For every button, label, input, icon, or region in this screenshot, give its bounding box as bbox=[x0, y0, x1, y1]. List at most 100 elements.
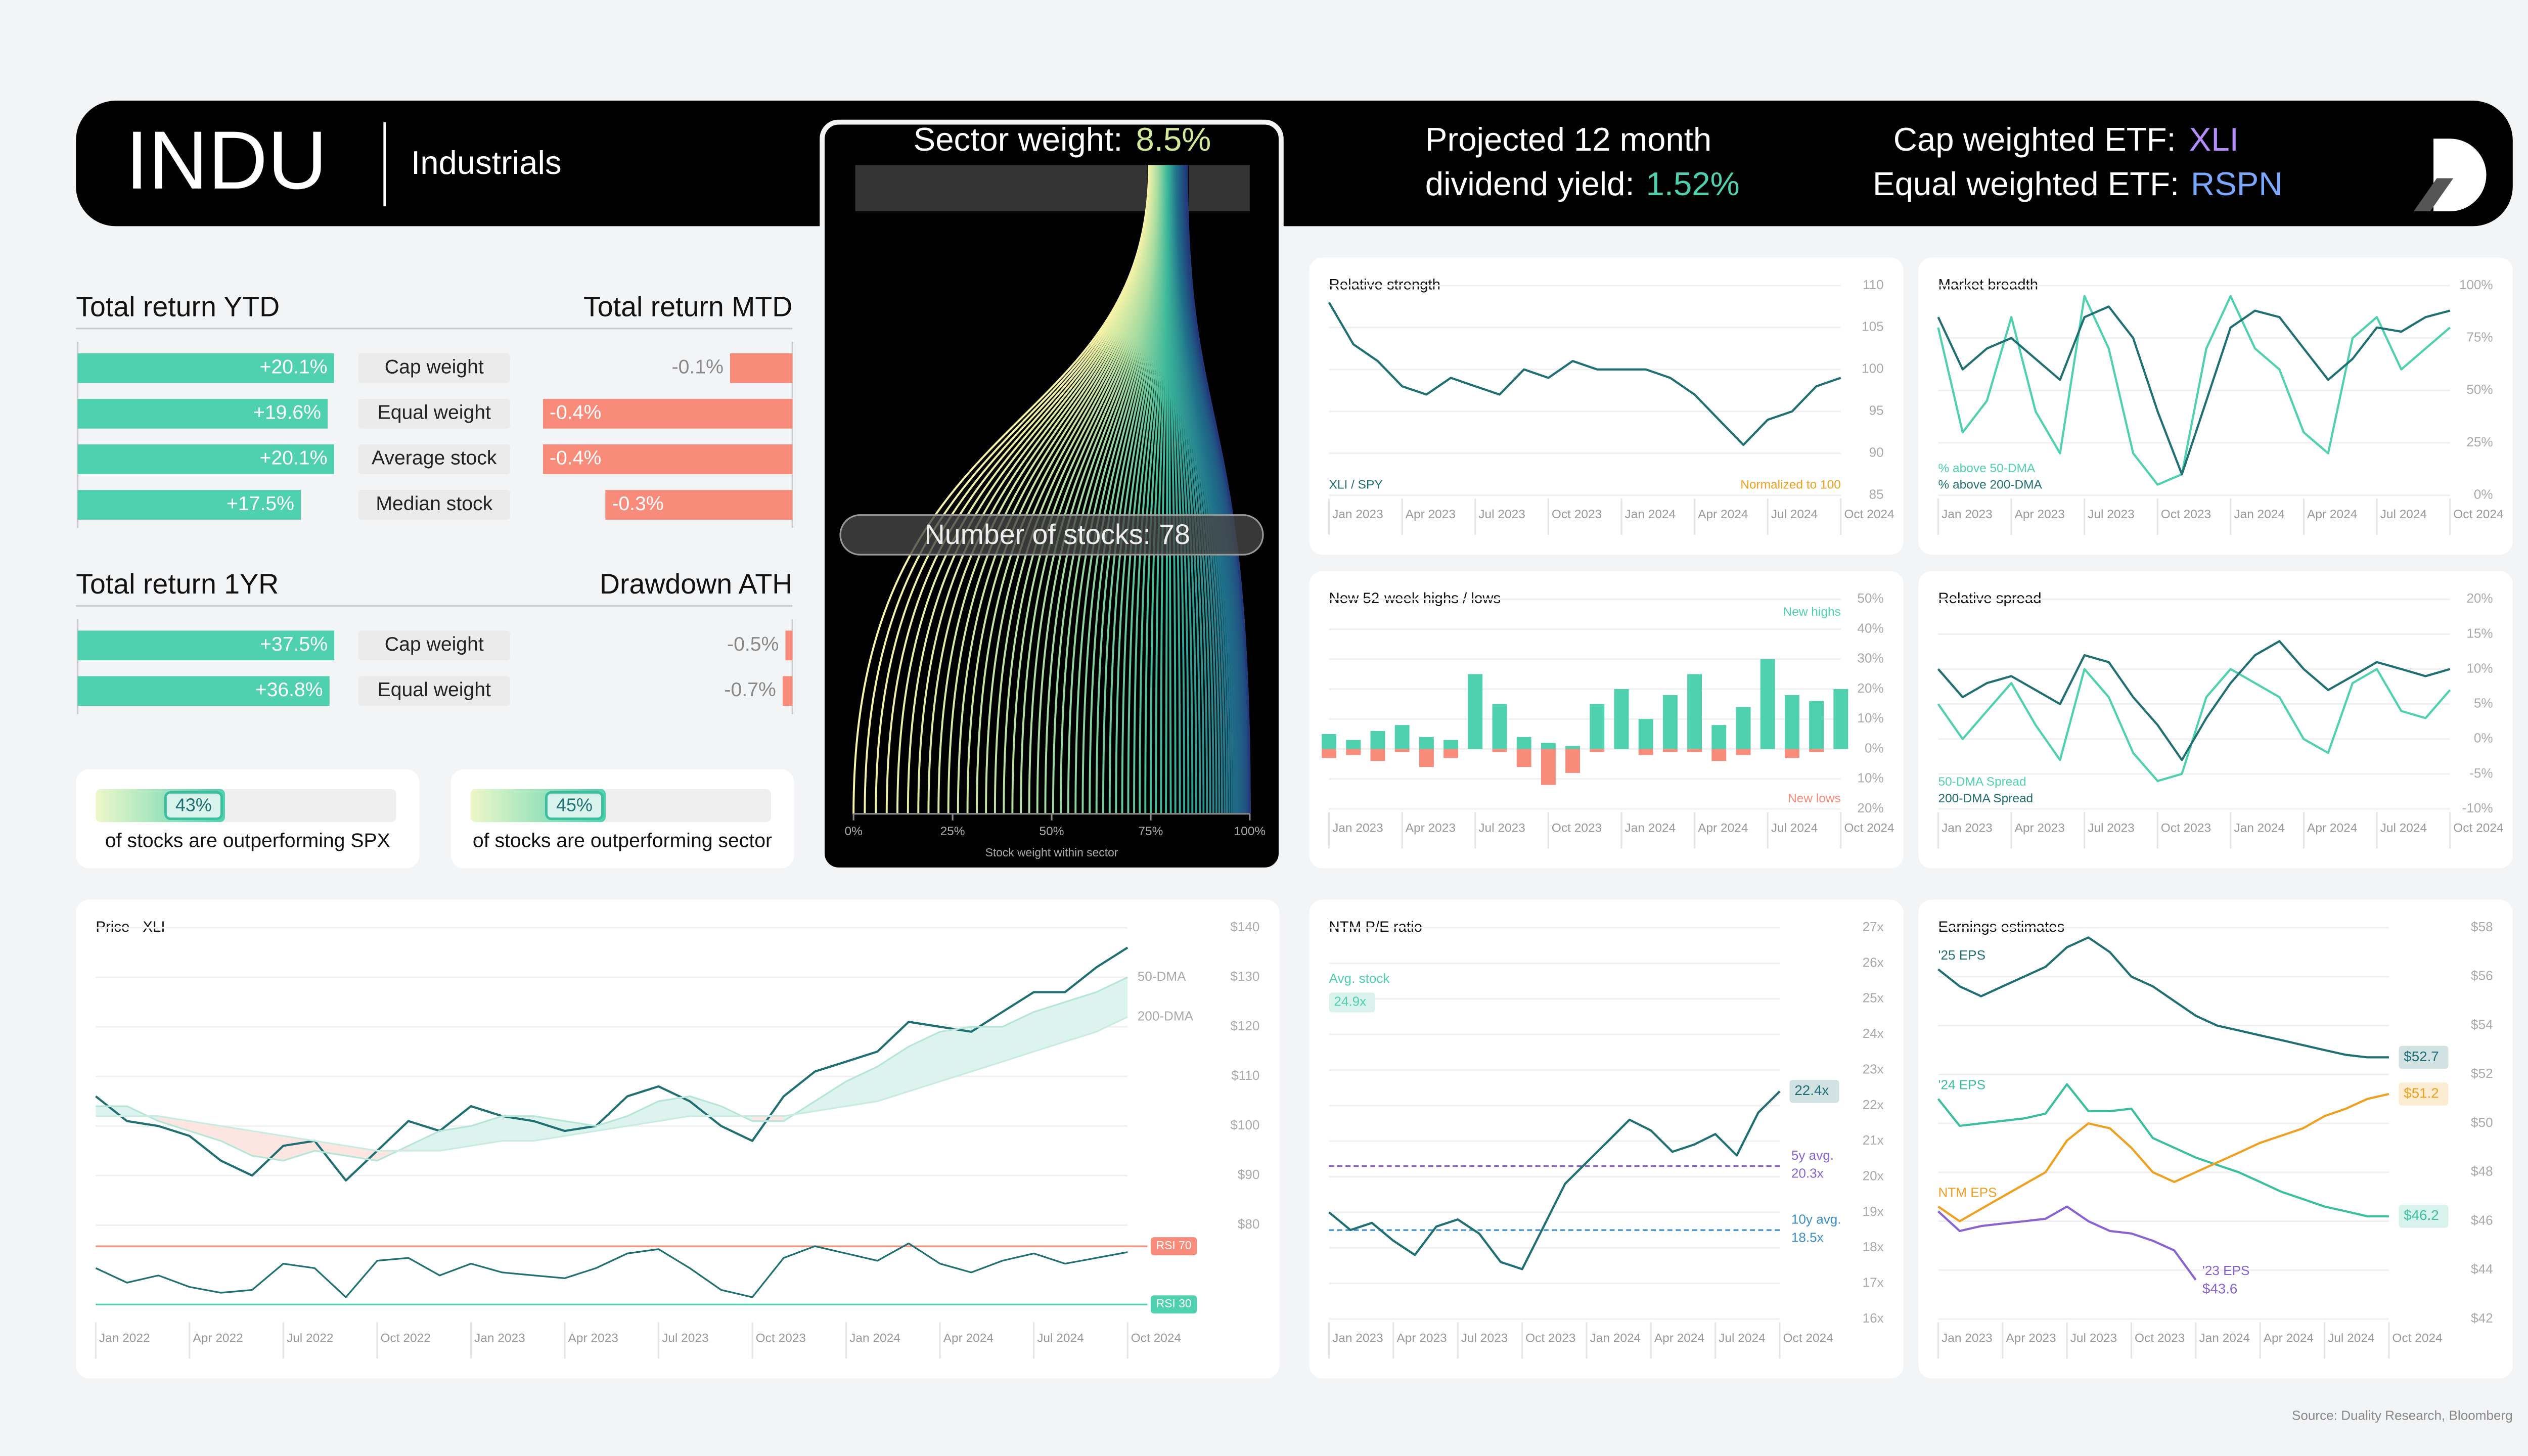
series-line bbox=[1328, 302, 1841, 446]
bar-label: +20.1% bbox=[260, 356, 328, 378]
stock-curve bbox=[875, 165, 1151, 814]
bar-label: -0.7% bbox=[725, 679, 776, 701]
y-tick-label: 40% bbox=[1857, 620, 1883, 635]
band-fill bbox=[1065, 992, 1097, 1042]
chart-title: Price - XLI bbox=[96, 919, 165, 935]
dividend-line: Projected 12 month bbox=[1425, 121, 1711, 158]
x-tick-label: Oct 2024 bbox=[2453, 822, 2503, 835]
bar bbox=[1346, 749, 1361, 755]
y-tick-label: $90 bbox=[1238, 1167, 1260, 1182]
x-tick-label: Jan 2024 bbox=[2199, 1332, 2250, 1345]
y-tick-label: 110 bbox=[1863, 277, 1884, 292]
bar bbox=[1711, 749, 1727, 761]
x-tick-label: Apr 2023 bbox=[1396, 1332, 1447, 1345]
end-label: 22.4x bbox=[1794, 1082, 1829, 1098]
x-tick-label: Jan 2022 bbox=[99, 1332, 150, 1345]
return-bar bbox=[543, 444, 793, 474]
y-tick-label: 100% bbox=[2459, 277, 2493, 292]
x-tick-label: Apr 2024 bbox=[1698, 822, 1748, 835]
bar bbox=[1590, 749, 1605, 752]
band-fill bbox=[471, 1116, 503, 1146]
bar bbox=[1687, 749, 1702, 752]
bar bbox=[1370, 749, 1385, 761]
band-fill bbox=[690, 1096, 721, 1116]
bar bbox=[1565, 746, 1581, 749]
end-tag bbox=[2399, 1204, 2449, 1228]
y-tick-label: 75% bbox=[2466, 329, 2493, 344]
x-tick-label: Jan 2024 bbox=[1625, 822, 1676, 835]
y-tick-label: 19x bbox=[1863, 1204, 1884, 1219]
stock-curve bbox=[896, 165, 1152, 814]
source: Source: Duality Research, Bloomberg bbox=[2292, 1408, 2513, 1423]
reference-name: 10y avg. bbox=[1791, 1211, 1841, 1226]
bar bbox=[1541, 749, 1556, 785]
weight-track bbox=[855, 165, 1148, 211]
bar bbox=[1516, 749, 1531, 767]
x-tick-label: Jan 2023 bbox=[1332, 508, 1383, 521]
y-tick-label: 23x bbox=[1863, 1061, 1884, 1076]
y-tick-label: $120 bbox=[1230, 1018, 1259, 1033]
bar-label: -0.3% bbox=[612, 493, 663, 515]
bar-label: +20.1% bbox=[260, 447, 328, 469]
end-tag bbox=[1789, 1079, 1839, 1103]
stock-curve bbox=[907, 165, 1153, 814]
bar bbox=[1492, 704, 1507, 749]
bar bbox=[1736, 707, 1751, 749]
bar bbox=[1711, 725, 1727, 749]
table-title: Drawdown ATH bbox=[600, 568, 792, 600]
x-tick-label: Jan 2024 bbox=[2234, 508, 2285, 521]
series-line bbox=[96, 976, 1128, 1162]
end-tag bbox=[2399, 1045, 2449, 1069]
bar-label: -0.4% bbox=[550, 402, 601, 424]
y-tick-label: 0% bbox=[1865, 740, 1884, 755]
bar bbox=[1516, 737, 1531, 749]
band-fill bbox=[909, 1031, 940, 1091]
marker-value: 24.9x bbox=[1334, 994, 1366, 1009]
cap-etf-label: Cap weighted ETF: bbox=[1893, 121, 2176, 158]
stat-value: 45% bbox=[556, 795, 593, 815]
logo bbox=[2433, 139, 2487, 211]
sector-name: Industrials bbox=[411, 144, 562, 181]
x-tick-label: Jul 2024 bbox=[1037, 1332, 1084, 1345]
y-tick-label: 20% bbox=[1857, 800, 1883, 815]
row-label-box bbox=[358, 398, 510, 429]
marker-name: Avg. stock bbox=[1329, 971, 1390, 986]
end-label: $46.2 bbox=[2404, 1207, 2439, 1223]
band-fill bbox=[502, 1116, 534, 1141]
sector-weight: 8.5% bbox=[1136, 121, 1211, 158]
chart-card bbox=[76, 899, 1280, 1379]
y-tick-label: 20x bbox=[1863, 1168, 1884, 1183]
y-tick-label: $80 bbox=[1238, 1216, 1260, 1232]
y-tick-label: 10% bbox=[1857, 770, 1883, 786]
reference-value: 18.5x bbox=[1791, 1230, 1824, 1245]
y-tick-label: 25x bbox=[1863, 990, 1884, 1006]
stock-curve bbox=[1186, 165, 1251, 814]
y-tick-label: 50% bbox=[1857, 590, 1883, 606]
table-title: Total return YTD bbox=[76, 291, 280, 322]
x-tick-label: Jul 2024 bbox=[2328, 1332, 2375, 1345]
y-tick-label: 105 bbox=[1862, 319, 1884, 334]
bar bbox=[1322, 734, 1337, 749]
series-name: NTM EPS bbox=[1938, 1185, 1997, 1200]
dividend-yield: 1.52% bbox=[1646, 165, 1740, 202]
funnel-axis-title: Stock weight within sector bbox=[985, 846, 1118, 859]
bar bbox=[1614, 689, 1629, 749]
x-tick-label: Jan 2024 bbox=[2234, 822, 2285, 835]
row-label: Equal weight bbox=[378, 679, 491, 701]
dividend-label: dividend yield: bbox=[1425, 165, 1635, 202]
x-tick-label: 100% bbox=[1234, 825, 1266, 838]
y-tick-label: 18x bbox=[1863, 1239, 1884, 1254]
stat-pill bbox=[164, 791, 223, 821]
x-tick-label: Apr 2023 bbox=[2006, 1332, 2056, 1345]
x-tick-label: Apr 2023 bbox=[568, 1332, 618, 1345]
y-tick-label: 30% bbox=[1857, 651, 1883, 666]
bar bbox=[1736, 749, 1751, 755]
legend-entry: 200-DMA Spread bbox=[1938, 792, 2033, 805]
bar bbox=[1833, 689, 1848, 749]
row-label: Cap weight bbox=[385, 633, 484, 655]
series-name: '24 EPS bbox=[1938, 1077, 1985, 1092]
equal-etf: RSPN bbox=[2191, 165, 2282, 202]
bar bbox=[1638, 749, 1653, 755]
band-fill bbox=[940, 1027, 971, 1081]
x-tick-label: Jan 2023 bbox=[1942, 822, 1993, 835]
